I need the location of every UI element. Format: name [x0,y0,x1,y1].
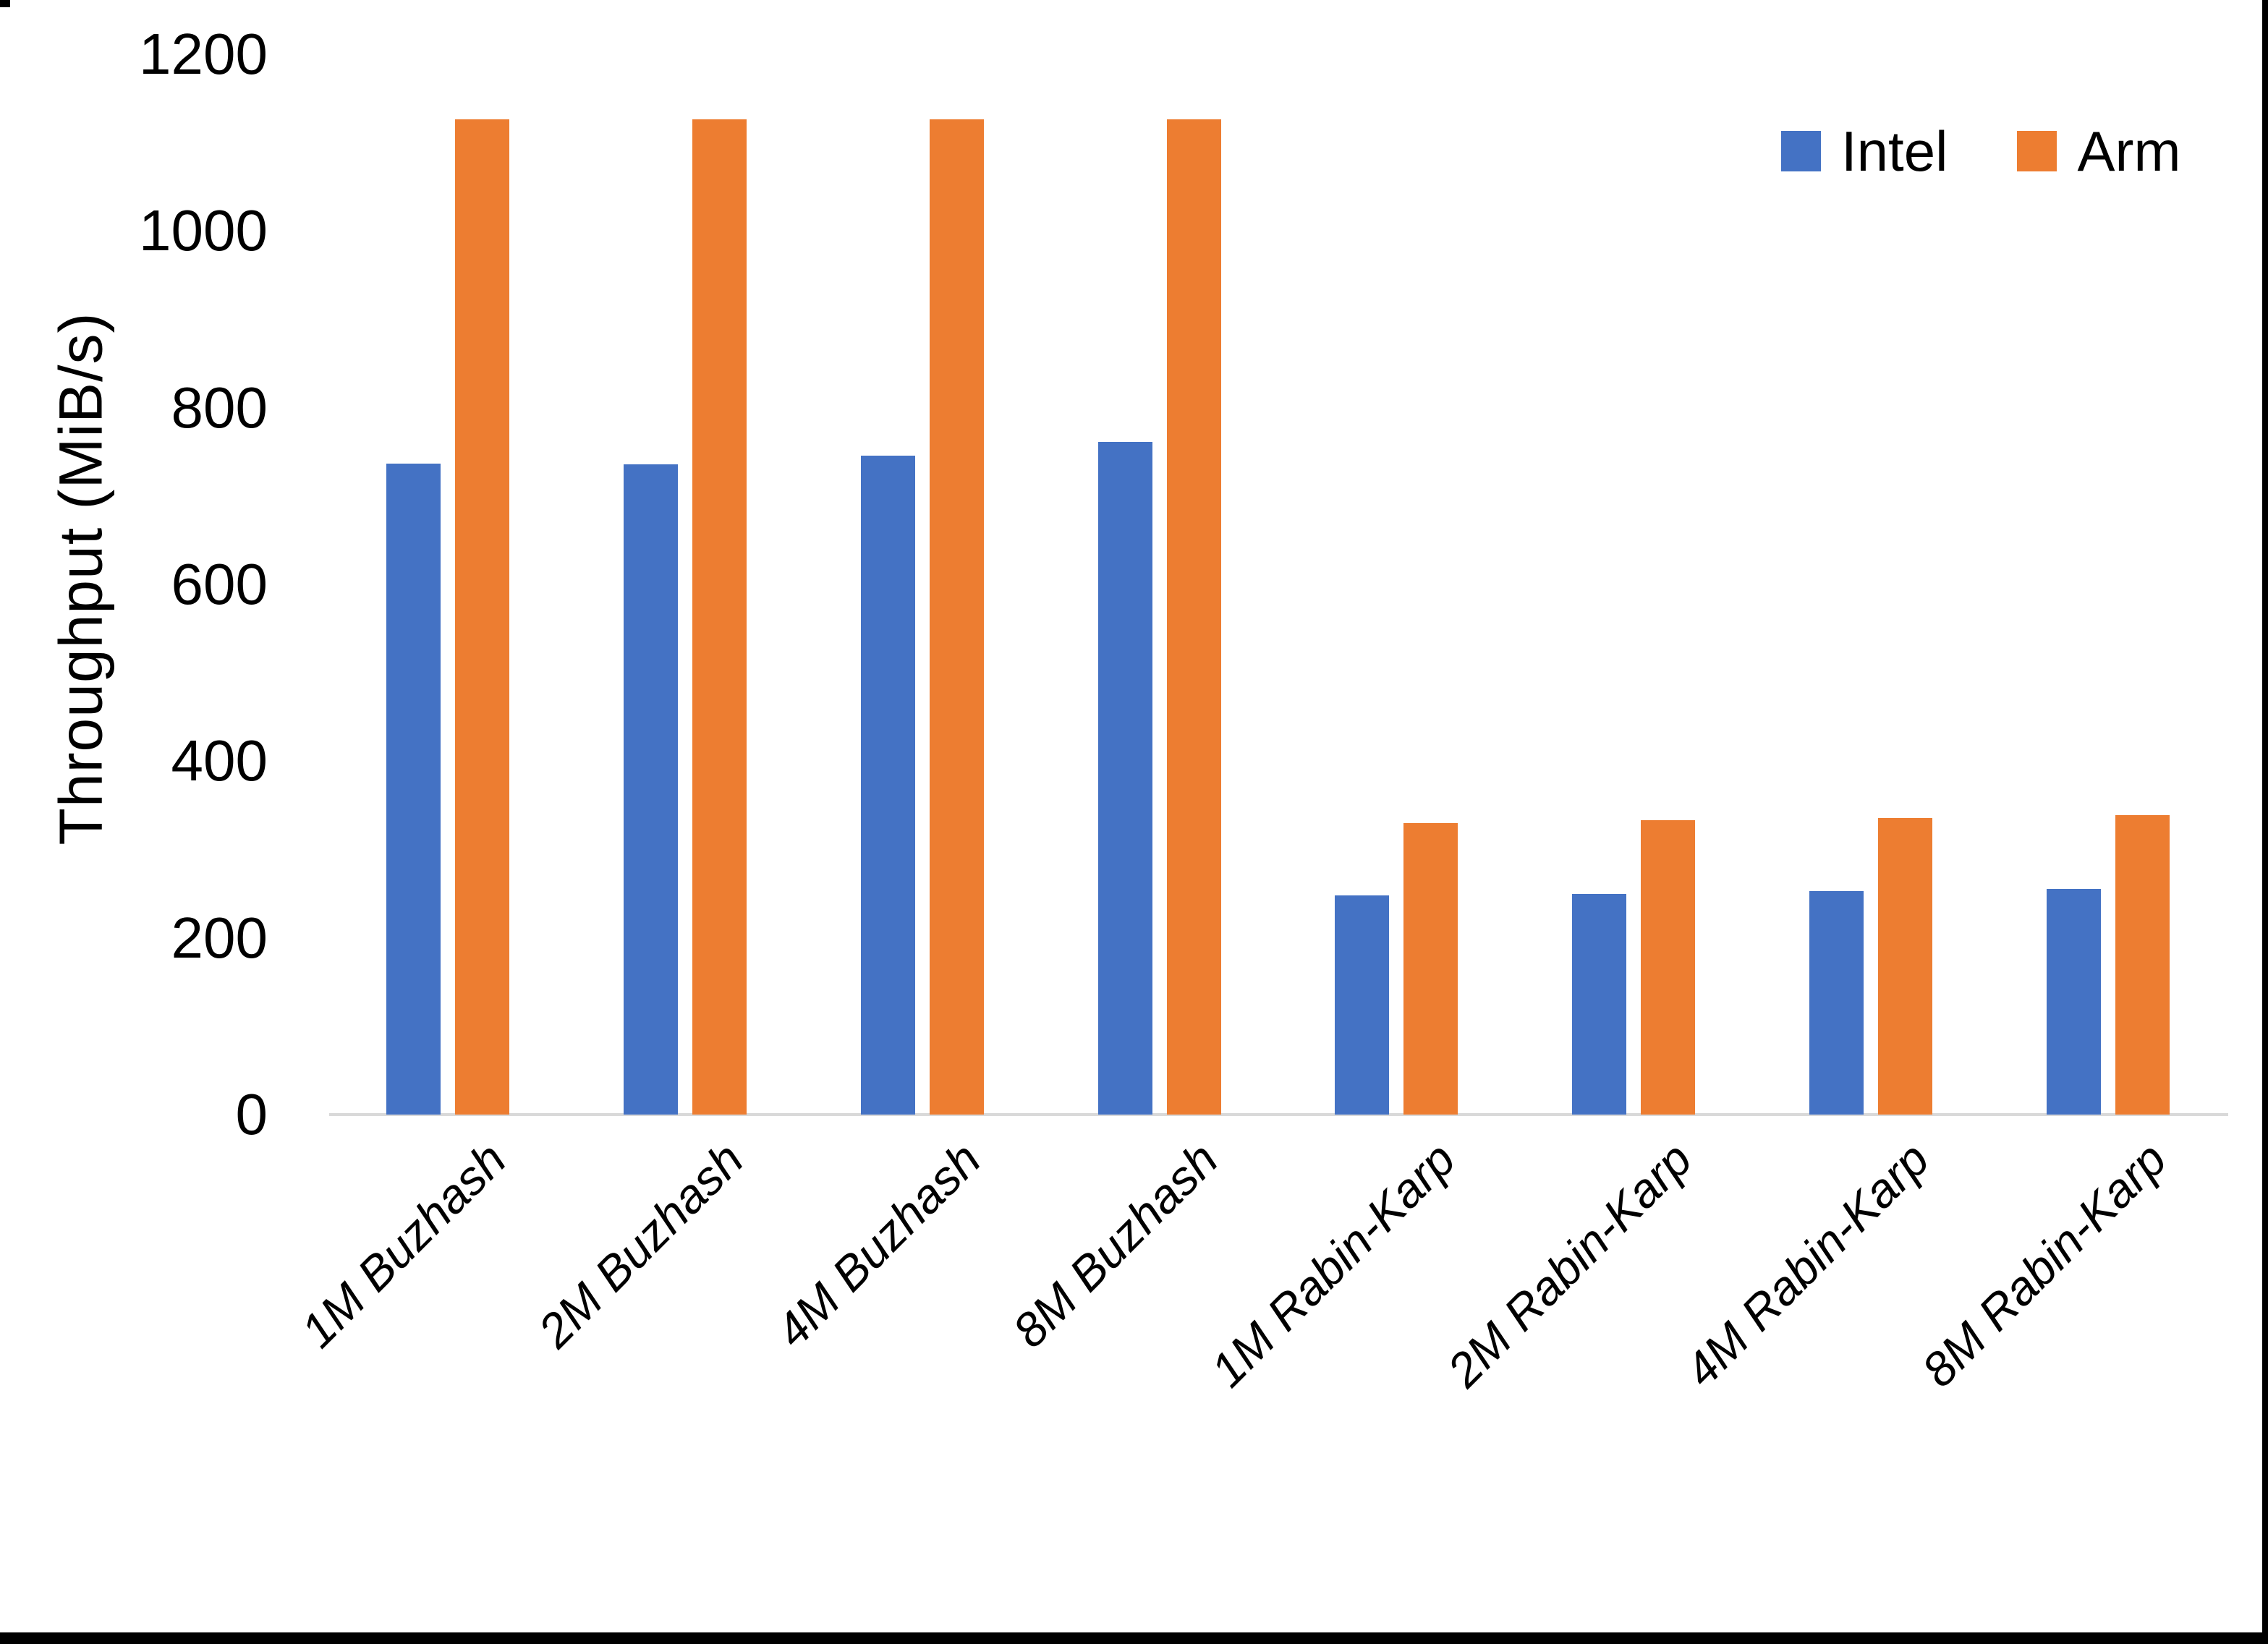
x-axis-line [329,1113,2228,1116]
bar-arm-4m-rabin-karp [1878,818,1933,1115]
bar-group-8m-rabin-karp [1989,54,2227,1115]
y-tick-label-800: 800 [171,375,268,440]
legend-swatch-arm [2017,131,2057,171]
plot-area [329,54,2227,1115]
bar-intel-8m-buzhash [1097,442,1152,1115]
bar-arm-8m-rabin-karp [2115,815,2170,1115]
right-border-bar [2262,0,2268,1644]
y-tick-label-1200: 1200 [139,22,268,86]
x-axis-label-1m-buzhash: 1M Buzhash [290,1132,517,1358]
bar-arm-8m-buzhash [1166,119,1221,1115]
bar-arm-1m-buzhash [454,119,509,1115]
x-axis-label-8m-buzhash: 8M Buzhash [1002,1132,1228,1358]
legend-swatch-intel [1781,131,1821,171]
bottom-border-bar [0,1632,2268,1644]
bar-intel-1m-buzhash [386,464,441,1115]
bar-intel-2m-rabin-karp [1572,894,1627,1115]
x-axis-label-8m-rabin-karp: 8M Rabin-Karp [1911,1132,2177,1397]
bar-group-4m-rabin-karp [1752,54,1989,1115]
y-tick-label-400: 400 [171,728,268,793]
bar-group-4m-buzhash [804,54,1041,1115]
y-tick-label-600: 600 [171,552,268,616]
legend-label-arm: Arm [2077,119,2181,183]
bar-intel-8m-rabin-karp [2047,889,2102,1115]
bar-group-8m-buzhash [1041,54,1278,1115]
x-axis-label-4m-rabin-karp: 4M Rabin-Karp [1674,1132,1940,1397]
bar-arm-4m-buzhash [929,119,984,1115]
bar-intel-4m-rabin-karp [1809,891,1864,1115]
y-tick-label-1000: 1000 [139,198,268,263]
bar-arm-2m-buzhash [692,119,747,1115]
x-axis-label-1m-rabin-karp: 1M Rabin-Karp [1199,1132,1465,1397]
legend: Intel Arm [1781,123,2180,179]
y-tick-label-200: 200 [171,905,268,970]
x-axis-label-2m-rabin-karp: 2M Rabin-Karp [1437,1132,1702,1397]
bar-arm-2m-rabin-karp [1641,820,1696,1115]
bar-intel-4m-buzhash [860,456,915,1115]
bar-group-2m-rabin-karp [1515,54,1752,1115]
bar-group-2m-buzhash [566,54,804,1115]
bar-intel-1m-rabin-karp [1335,895,1390,1115]
top-left-border-artifact [0,0,10,7]
bar-groups [329,54,2227,1115]
bar-intel-2m-buzhash [623,464,678,1115]
bar-group-1m-buzhash [329,54,566,1115]
legend-item-intel: Intel [1781,123,1948,179]
legend-item-arm: Arm [2017,123,2180,179]
x-axis-label-2m-buzhash: 2M Buzhash [527,1132,754,1358]
legend-label-intel: Intel [1841,119,1948,183]
bar-arm-1m-rabin-karp [1403,823,1458,1115]
x-axis-label-4m-buzhash: 4M Buzhash [765,1132,991,1358]
bar-group-1m-rabin-karp [1278,54,1516,1115]
y-tick-label-0: 0 [235,1082,268,1146]
